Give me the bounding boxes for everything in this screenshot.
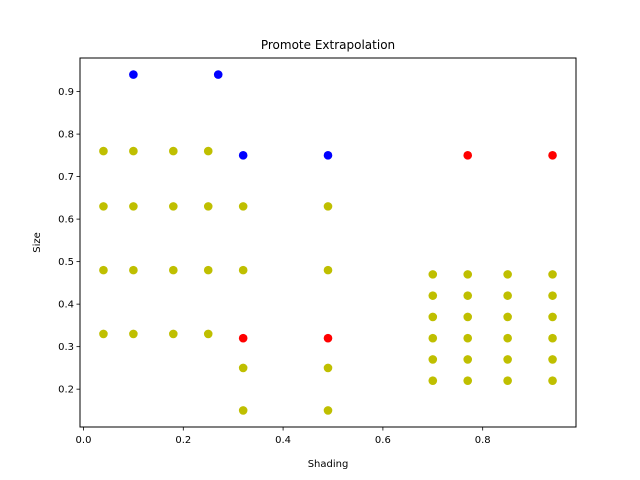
- y-axis-ticks: 0.2 0.3 0.4 0.5 0.6 0.7 0.8 0.9: [58, 87, 80, 396]
- data-point: [548, 333, 557, 343]
- data-point: [323, 333, 333, 343]
- x-tick-label: 0.2: [175, 435, 191, 446]
- data-point: [323, 265, 333, 275]
- data-point: [323, 202, 333, 211]
- x-tick-label: 0.6: [375, 435, 391, 446]
- data-point: [99, 202, 108, 211]
- plot-frame: [79, 57, 577, 428]
- data-point: [428, 333, 438, 343]
- data-point: [463, 151, 473, 160]
- y-tick-label: 0.4: [58, 300, 74, 311]
- data-point: [463, 270, 473, 279]
- data-point: [323, 363, 333, 373]
- data-point: [428, 312, 438, 322]
- data-point: [238, 406, 248, 415]
- data-point: [463, 312, 473, 322]
- data-point: [203, 202, 213, 211]
- y-tick-label: 0.8: [58, 130, 74, 141]
- data-point: [503, 333, 512, 343]
- data-point: [169, 265, 178, 275]
- data-point: [129, 70, 138, 79]
- data-point: [169, 146, 178, 156]
- data-point: [129, 202, 138, 211]
- data-point: [463, 333, 473, 343]
- data-point: [99, 329, 108, 339]
- x-tick-label: 0.0: [76, 435, 92, 446]
- data-point: [548, 355, 557, 364]
- y-tick-label: 0.3: [58, 342, 74, 353]
- data-point: [323, 406, 333, 415]
- data-point: [548, 151, 557, 160]
- data-point: [323, 151, 333, 160]
- data-point: [428, 291, 438, 300]
- data-point: [169, 329, 178, 339]
- data-point: [169, 202, 178, 211]
- y-tick-label: 0.9: [58, 87, 74, 98]
- data-point: [548, 270, 557, 279]
- data-point: [548, 376, 557, 385]
- y-axis-label: Size: [32, 232, 43, 253]
- x-tick-label: 0.8: [475, 435, 491, 446]
- data-point: [428, 355, 438, 364]
- data-point: [503, 291, 512, 300]
- data-point: [428, 270, 438, 279]
- y-tick-label: 0.5: [58, 257, 74, 268]
- data-point: [428, 376, 438, 385]
- data-point: [203, 265, 213, 275]
- data-point: [238, 333, 248, 343]
- data-point: [203, 329, 213, 339]
- data-point: [213, 70, 223, 79]
- data-point: [503, 376, 512, 385]
- data-points: [99, 70, 557, 415]
- data-point: [548, 312, 557, 322]
- data-point: [503, 270, 512, 279]
- data-point: [238, 202, 248, 211]
- data-point: [238, 151, 248, 160]
- data-point: [129, 265, 138, 275]
- x-axis-label: Shading: [308, 459, 349, 470]
- data-point: [463, 291, 473, 300]
- data-point: [548, 291, 557, 300]
- data-point: [503, 355, 512, 364]
- data-point: [503, 312, 512, 322]
- y-tick-label: 0.7: [58, 172, 74, 183]
- y-tick-label: 0.2: [58, 385, 74, 396]
- data-point: [129, 146, 138, 156]
- data-point: [238, 363, 248, 373]
- data-point: [203, 146, 213, 156]
- chart-title: Promote Extrapolation: [261, 38, 395, 52]
- data-point: [463, 355, 473, 364]
- data-point: [463, 376, 473, 385]
- data-point: [99, 265, 108, 275]
- data-point: [99, 146, 108, 156]
- x-tick-label: 0.4: [275, 435, 291, 446]
- data-point: [129, 329, 138, 339]
- x-axis-ticks: 0.0 0.2 0.4 0.6 0.8: [76, 427, 491, 446]
- data-point: [238, 265, 248, 275]
- y-tick-label: 0.6: [58, 215, 74, 226]
